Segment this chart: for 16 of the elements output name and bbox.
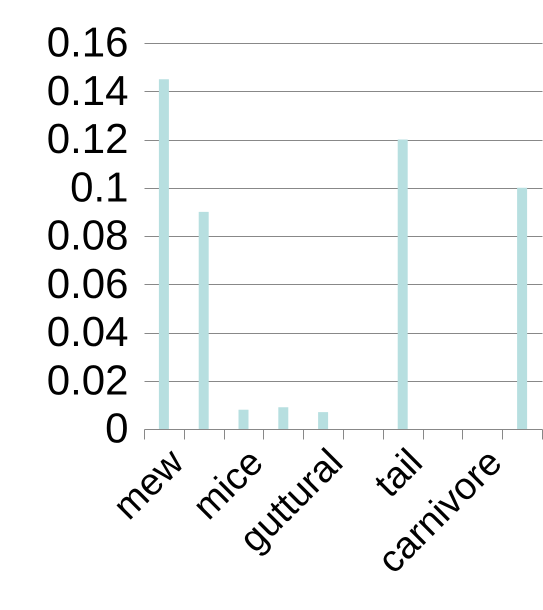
bar (398, 140, 408, 429)
y-tick-label: 0.1 (70, 163, 128, 210)
y-tick-label: 0.14 (46, 66, 128, 114)
bar (278, 407, 288, 429)
bar (517, 188, 528, 429)
y-tick-label: 0 (105, 404, 128, 452)
y-tick-label: 0.16 (46, 18, 128, 66)
y-tick-label: 0.06 (46, 260, 128, 307)
y-tick-label: 0.02 (46, 356, 128, 404)
bar (158, 79, 169, 429)
y-tick-label: 0.04 (46, 308, 128, 355)
bar (318, 412, 328, 429)
y-tick-label: 0.08 (46, 212, 128, 258)
bar (238, 410, 248, 429)
bar (198, 212, 209, 429)
y-tick-label: 0.12 (46, 115, 128, 162)
